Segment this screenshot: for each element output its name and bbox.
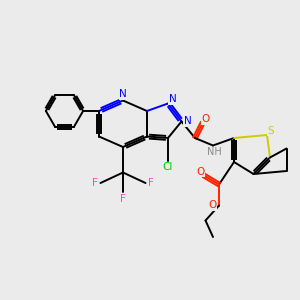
Text: F: F bbox=[148, 178, 154, 188]
Text: O: O bbox=[208, 200, 217, 211]
Text: N: N bbox=[184, 116, 191, 127]
Text: N: N bbox=[169, 94, 176, 104]
Text: S: S bbox=[267, 125, 274, 136]
Text: O: O bbox=[196, 167, 205, 177]
Text: O: O bbox=[201, 114, 210, 124]
Text: F: F bbox=[92, 178, 98, 188]
Text: Cl: Cl bbox=[163, 162, 173, 172]
Text: N: N bbox=[119, 89, 127, 100]
Text: NH: NH bbox=[207, 147, 222, 157]
Text: F: F bbox=[120, 194, 126, 204]
